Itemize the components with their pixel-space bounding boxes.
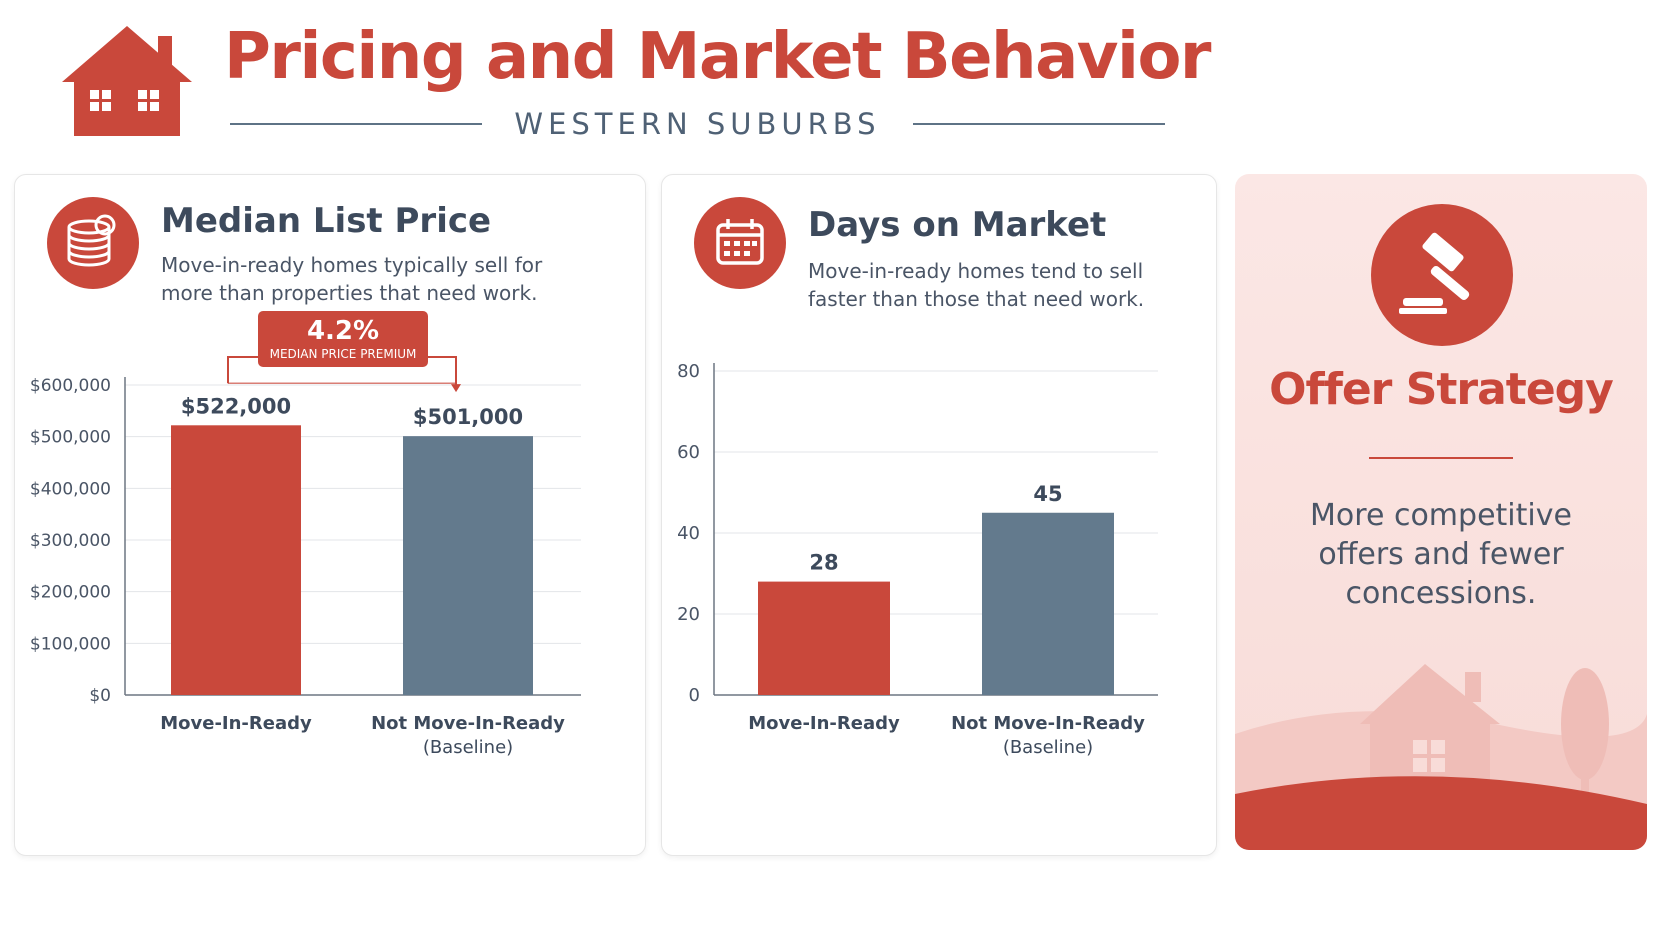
offer-strategy-card: Offer Strategy More competitive offers a… — [1235, 174, 1647, 850]
y-tick-label: $300,000 — [30, 531, 111, 551]
y-tick-label: $200,000 — [30, 583, 111, 603]
calendar-icon — [694, 197, 786, 289]
coins-icon — [47, 197, 139, 289]
y-tick-label: 20 — [677, 604, 700, 625]
y-tick-label: $100,000 — [30, 634, 111, 654]
bar — [982, 512, 1114, 695]
premium-bracket-left — [227, 356, 260, 384]
y-tick-label: $600,000 — [30, 376, 111, 396]
median-price-card: Median List Price Move-in-ready homes ty… — [14, 174, 646, 856]
premium-badge — [258, 311, 428, 367]
x-category-label: (Baseline) — [423, 737, 513, 758]
bar — [758, 581, 890, 695]
x-category-label: Not Move-In-Ready — [371, 713, 565, 734]
bar-value-label: 45 — [1033, 482, 1062, 506]
subtitle-rule-left — [230, 123, 482, 125]
x-category-label: Not Move-In-Ready — [951, 713, 1145, 734]
page-title: Pricing and Market Behavior — [224, 20, 1211, 94]
house-landscape-illustration — [1235, 664, 1647, 850]
y-tick-label: 40 — [677, 523, 700, 544]
x-category-label: Move-In-Ready — [748, 713, 900, 734]
gavel-icon — [1371, 204, 1513, 346]
x-category-label: (Baseline) — [1003, 737, 1093, 758]
days-on-market-chart: 0 20 40 60 80 28 Move-In-Ready 45 Not Move-In-Re… — [677, 361, 1158, 758]
y-tick-label: 60 — [677, 442, 700, 463]
offer-strategy-title: Offer Strategy — [1269, 364, 1614, 415]
median-price-title: Median List Price — [161, 201, 492, 241]
premium-arrow-head — [451, 384, 461, 393]
days-on-market-card: Days on Market Move-in-ready homes tend … — [661, 174, 1217, 856]
bar-value-label: 28 — [809, 551, 838, 575]
bar — [171, 425, 301, 695]
y-tick-label: $400,000 — [30, 479, 111, 499]
page-subtitle: WESTERN SUBURBS — [514, 107, 881, 141]
days-on-market-description: Move-in-ready homes tend to sell faster … — [808, 259, 1145, 311]
subtitle-row: WESTERN SUBURBS — [230, 104, 1165, 144]
y-tick-label: $0 — [89, 686, 111, 706]
premium-value: 4.2% — [307, 316, 379, 346]
premium-label: MEDIAN PRICE PREMIUM — [270, 347, 417, 361]
days-on-market-title: Days on Market — [808, 205, 1107, 245]
premium-bracket-right — [425, 356, 457, 387]
median-price-chart: $0 $100,000 $200,000 $300,000 $400,000 $500,0… — [30, 311, 581, 758]
bar-value-label: $501,000 — [413, 405, 523, 429]
median-price-description: Move-in-ready homes typically sell for m… — [161, 253, 543, 305]
y-tick-label: 0 — [689, 685, 700, 706]
x-category-label: Move-In-Ready — [160, 713, 312, 734]
bar — [403, 436, 533, 695]
y-tick-label: 80 — [677, 361, 700, 382]
offer-strategy-description: More competitive offers and fewer conces… — [1310, 498, 1572, 611]
subtitle-rule-right — [913, 123, 1165, 125]
y-tick-label: $500,000 — [30, 428, 111, 448]
bar-value-label: $522,000 — [181, 394, 291, 418]
house-icon — [62, 26, 192, 136]
offer-strategy-rule — [1369, 457, 1513, 459]
